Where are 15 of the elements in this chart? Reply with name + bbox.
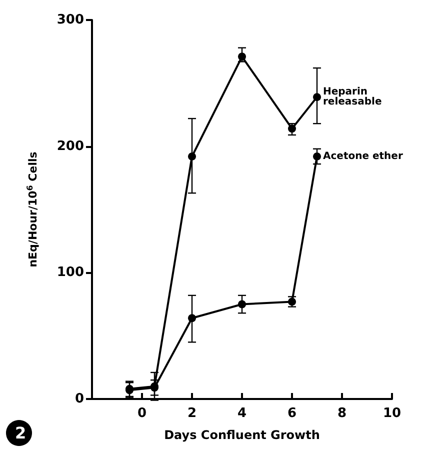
y-tick-label: 200	[56, 138, 84, 154]
y-tick-label: 0	[74, 392, 84, 406]
x-tick-label: 10	[382, 406, 402, 421]
x-tick-label: 0	[137, 406, 147, 421]
x-tick-label: 4	[237, 406, 247, 421]
x-axis-title: Days Confluent Growth	[164, 428, 320, 442]
series-label: Acetone ether	[323, 150, 403, 162]
y-tick-label: 300	[56, 12, 84, 28]
x-tick-label: 6	[287, 406, 297, 421]
y-axis-title: nEq/Hour/106 Cells	[26, 151, 40, 268]
text: 2	[15, 424, 26, 442]
y-tick-label: 100	[56, 265, 84, 280]
series-label: Heparin releasable	[323, 86, 382, 108]
x-tick-label: 8	[337, 406, 347, 421]
x-tick-label: 2	[187, 406, 197, 421]
